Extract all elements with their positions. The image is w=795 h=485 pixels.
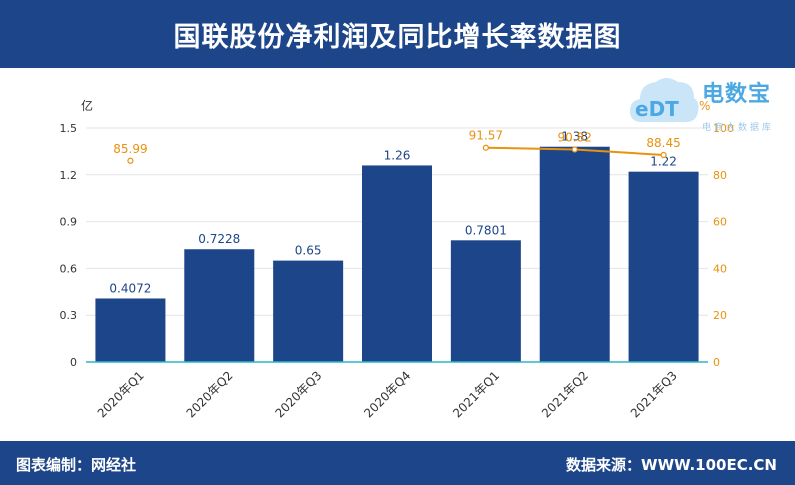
y2-tick-label: 100 [713, 122, 734, 135]
bar-value-label: 0.7801 [465, 223, 507, 237]
x-tick-label: 2020年Q2 [184, 368, 236, 420]
y-tick-label: 0.3 [60, 309, 78, 322]
x-tick-label: 2021年Q2 [539, 368, 591, 420]
bar-value-label: 0.65 [295, 244, 322, 258]
growth-point [127, 157, 134, 164]
growth-point [482, 144, 489, 151]
y2-tick-label: 0 [713, 356, 720, 369]
y-tick-label: 1.5 [60, 122, 78, 135]
left-axis: 0 0.3 0.6 0.9 1.2 1.5 [60, 122, 78, 369]
svg-text:eDT: eDT [635, 97, 679, 121]
bar-value-label: 1.26 [384, 148, 411, 162]
growth-value-label: 85.99 [113, 142, 147, 156]
bar-value-label: 0.7228 [198, 232, 240, 246]
logo-subtitle: 电商大数据库 [702, 123, 775, 133]
footer-bar: 图表编制：网经社 数据来源：WWW.100EC.CN [0, 441, 795, 485]
growth-labels: 85.99 91.57 90.82 88.45 [113, 129, 681, 156]
y-tick-label: 0.9 [60, 216, 78, 229]
y-axis-unit-left: 亿 [81, 98, 93, 113]
footer-credit: 图表编制：网经社 [16, 456, 137, 474]
logo: eDT 电数宝 电商大数据库 [628, 72, 793, 134]
bar-labels: 0.4072 0.7228 0.65 1.26 0.7801 1.38 1.22 [109, 130, 677, 296]
bar-value-label: 1.38 [561, 130, 588, 144]
growth-value-label: 90.82 [558, 130, 592, 144]
bar [450, 240, 521, 362]
y2-tick-label: 40 [713, 262, 727, 275]
bar [184, 249, 255, 362]
footer-source: 数据来源：WWW.100EC.CN [566, 456, 777, 474]
x-tick-label: 2020年Q4 [361, 368, 413, 420]
growth-line-series [127, 144, 667, 164]
bar [362, 165, 432, 362]
y-tick-label: 0 [70, 356, 77, 369]
x-tick-label: 2021年Q1 [450, 368, 502, 420]
growth-point [660, 151, 667, 159]
bar-value-label: 1.22 [650, 155, 677, 169]
bar [539, 146, 610, 362]
logo-brand: 电数宝 [702, 82, 772, 107]
x-axis: 2020年Q1 2020年Q2 2020年Q3 2020年Q4 2021年Q1 2021年… [86, 361, 708, 421]
right-axis: 0 20 40 60 80 100 [713, 122, 734, 369]
growth-value-label: 88.45 [646, 136, 680, 150]
bar-value-label: 0.4072 [109, 281, 151, 295]
bar [628, 171, 699, 362]
y-tick-label: 0.6 [60, 262, 78, 275]
y2-tick-label: 80 [713, 169, 727, 182]
y-axis-unit-right: % [699, 99, 710, 113]
x-tick-label: 2020年Q1 [95, 368, 147, 420]
y2-tick-label: 60 [713, 216, 727, 229]
bar [273, 260, 344, 362]
growth-point [571, 146, 578, 153]
bar-series [95, 146, 699, 362]
x-tick-label: 2021年Q3 [628, 368, 680, 420]
chart-title: 国联股份净利润及同比增长率数据图 [0, 0, 795, 68]
cloud-logo-icon: eDT [630, 78, 699, 122]
growth-value-label: 91.57 [469, 129, 503, 143]
y-tick-label: 1.2 [60, 169, 78, 182]
y2-tick-label: 20 [713, 309, 727, 322]
x-tick-label: 2020年Q3 [272, 368, 324, 420]
chart-area: 0 0.3 0.6 0.9 1.2 1.5 0 20 40 60 80 100 0.4072 0.72… [60, 98, 735, 421]
bar [95, 298, 166, 362]
